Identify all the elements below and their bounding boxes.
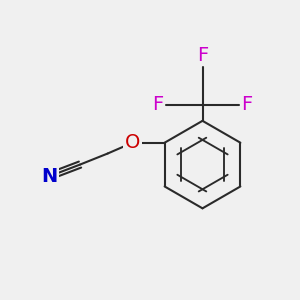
- Text: N: N: [41, 167, 58, 186]
- Text: F: F: [241, 95, 253, 114]
- Text: F: F: [152, 95, 164, 114]
- Text: F: F: [197, 46, 208, 65]
- Text: O: O: [125, 133, 140, 152]
